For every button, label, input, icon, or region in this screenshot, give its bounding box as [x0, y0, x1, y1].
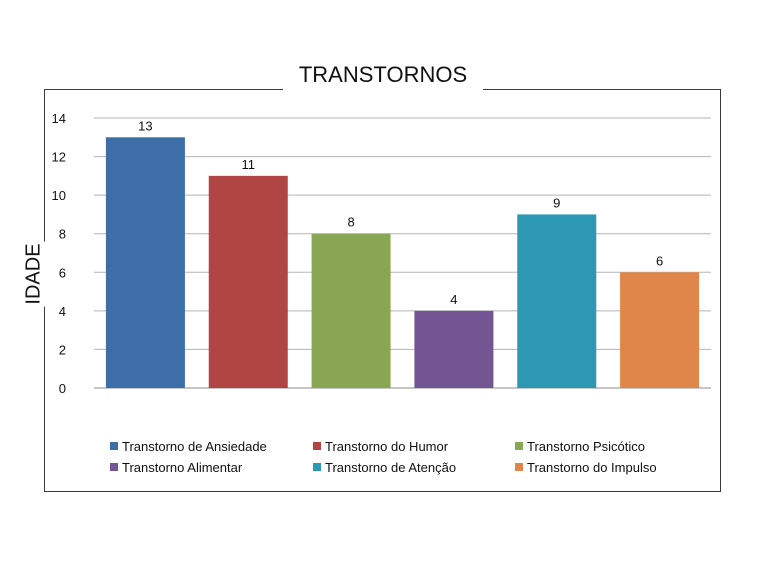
bar-value-label: 4	[450, 292, 457, 307]
y-tick-label: 14	[52, 111, 66, 126]
y-tick-label: 0	[59, 381, 66, 396]
bar	[208, 175, 288, 388]
legend-swatch	[515, 463, 523, 471]
y-tick-label: 4	[59, 304, 66, 319]
legend-item: Transtorno Alimentar	[110, 460, 242, 476]
bar	[414, 310, 494, 388]
legend-item: Transtorno do Humor	[313, 439, 448, 455]
legend-swatch	[110, 442, 118, 450]
legend-label: Transtorno de Ansiedade	[122, 439, 267, 454]
legend-label: Transtorno Alimentar	[122, 460, 243, 475]
legend-item: Transtorno Psicótico	[515, 439, 645, 455]
legend-label: Transtorno de Atenção	[325, 460, 457, 475]
legend-item: Transtorno de Atenção	[313, 460, 456, 476]
bar	[620, 272, 700, 388]
legend-swatch	[313, 442, 321, 450]
y-tick-label: 12	[52, 150, 66, 165]
bar-value-label: 9	[553, 195, 560, 210]
y-axis-label: IDADE	[18, 241, 50, 307]
legend-label: Transtorno do Impulso	[527, 460, 657, 475]
bar	[517, 214, 597, 388]
legend-item: Transtorno de Ansiedade	[110, 439, 267, 455]
bar-value-label: 6	[656, 253, 663, 268]
y-tick-label: 6	[59, 265, 66, 280]
bar	[105, 137, 185, 388]
legend-swatch	[313, 463, 321, 471]
chart-title: TRANSTORNOS	[283, 60, 483, 90]
y-tick-label: 10	[52, 188, 66, 203]
bar	[311, 233, 391, 388]
legend-item: Transtorno do Impulso	[515, 460, 657, 476]
legend-swatch	[110, 463, 118, 471]
bar-value-label: 11	[242, 157, 256, 172]
bar-value-label: 13	[138, 118, 152, 133]
y-tick-label: 2	[59, 342, 66, 357]
legend-label: Transtorno Psicótico	[527, 439, 646, 454]
legend-swatch	[515, 442, 523, 450]
y-tick-label: 8	[59, 227, 66, 242]
legend-label: Transtorno do Humor	[325, 439, 449, 454]
bar-value-label: 8	[347, 215, 354, 230]
